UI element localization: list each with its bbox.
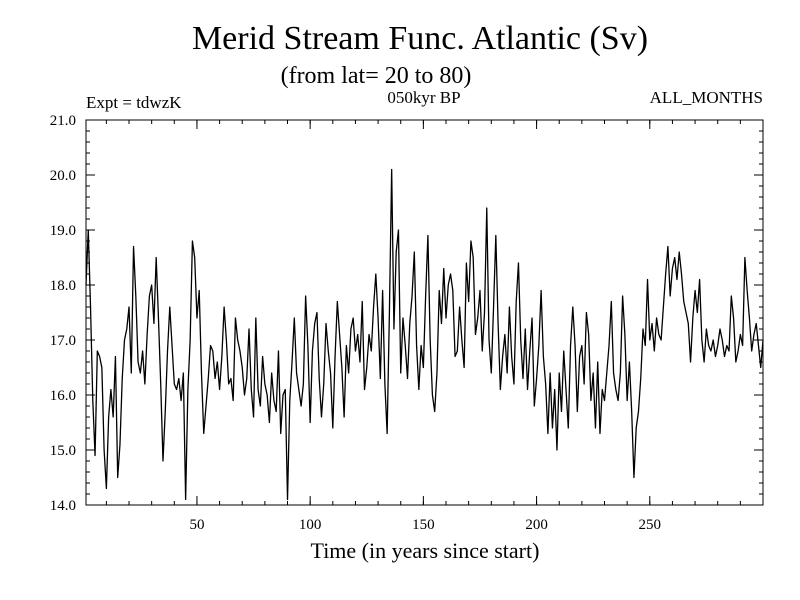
y-tick-label: 20.0 — [50, 168, 76, 184]
x-tick-label: 100 — [299, 517, 322, 533]
y-tick-label: 17.0 — [50, 333, 76, 349]
y-axis: 14.0 15.0 16.0 17.0 18.0 19.0 20.0 21.0 — [50, 113, 763, 514]
y-tick-label: 14.0 — [50, 498, 76, 514]
x-tick-label: 200 — [525, 517, 548, 533]
series-layer — [85, 168, 764, 501]
x-tick-label: 50 — [189, 517, 204, 533]
y-tick-label: 16.0 — [50, 388, 76, 404]
x-axis: 50 100 150 200 250 — [105, 120, 764, 533]
y-tick-label: 15.0 — [50, 443, 76, 459]
annotation-left: Expt = tdwzK — [86, 93, 182, 112]
annotation-center: 050kyr BP — [387, 88, 460, 107]
y-tick-label: 19.0 — [50, 223, 76, 239]
y-tick-label: 18.0 — [50, 278, 76, 294]
x-axis-label: Time (in years since start) — [311, 538, 540, 563]
chart-subtitle: (from lat= 20 to 80) — [281, 63, 472, 89]
x-tick-label: 150 — [412, 517, 435, 533]
plot-frame — [85, 119, 764, 506]
x-tick-label: 250 — [639, 517, 662, 533]
chart-title: Merid Stream Func. Atlantic (Sv) — [192, 20, 648, 57]
series-line — [85, 168, 764, 501]
y-tick-label: 21.0 — [50, 113, 76, 129]
annotation-right: ALL_MONTHS — [650, 88, 763, 107]
